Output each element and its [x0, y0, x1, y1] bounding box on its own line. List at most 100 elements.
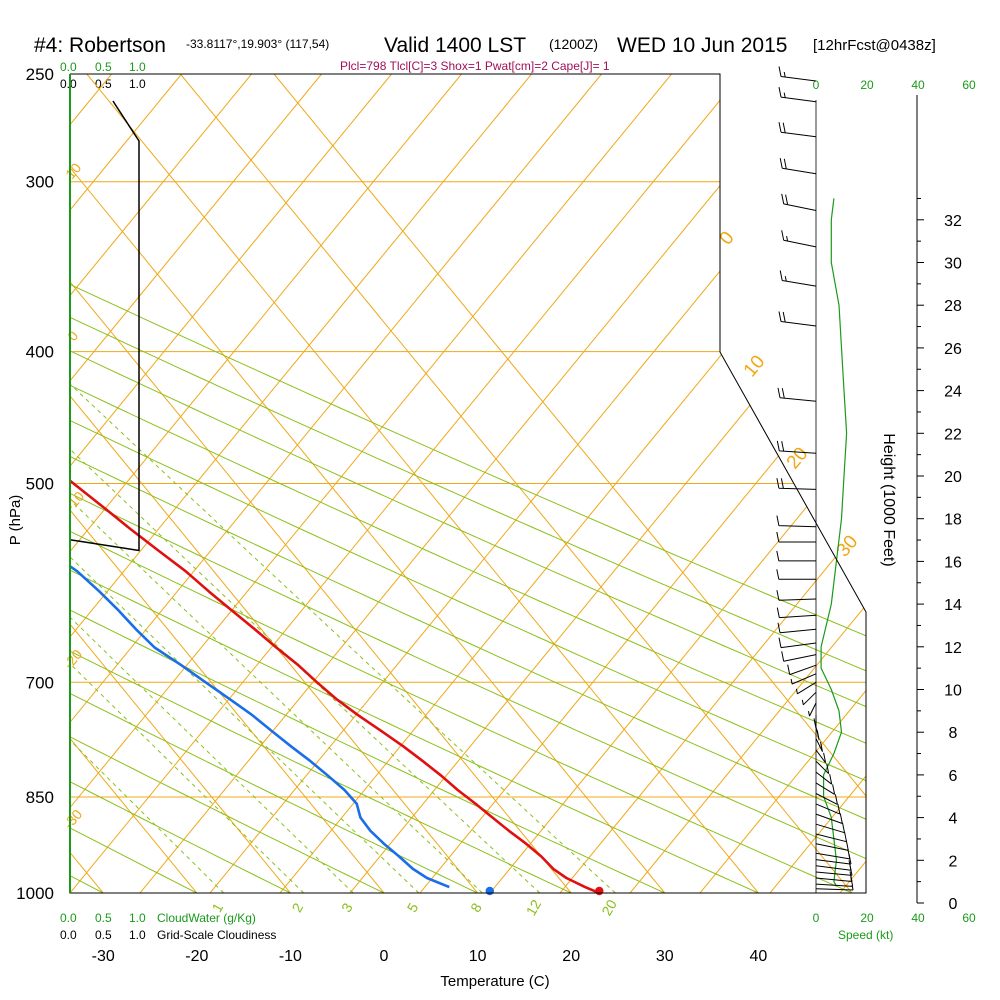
cloudwater-scale-bottom-2: 1.0: [129, 911, 146, 925]
mixing-ratio-line: [70, 351, 483, 893]
guide-line: [839, 74, 866, 893]
dry-adiabat: [70, 74, 291, 893]
isotherm-label-0: 0: [64, 328, 81, 344]
dry-adiabat: [70, 74, 866, 893]
wind-barb: [781, 193, 817, 211]
temperature-label-40: 40: [750, 948, 768, 965]
wind-barb: [801, 691, 817, 706]
wind-barb: [781, 230, 817, 248]
cloudiness-scale-bottom-0: 0.0: [60, 928, 77, 942]
sounding-indices: Plcl=798 Tlcl[C]=3 Shox=1 Pwat[cm]=2 Cap…: [340, 59, 610, 73]
height-label-4: 4: [949, 811, 958, 828]
guide-line: [70, 74, 672, 893]
wind-barb: [778, 87, 817, 103]
guide-line: [419, 74, 866, 893]
dry-adiabat: [70, 74, 866, 893]
cloudiness-scale-top-0: 0.0: [60, 77, 77, 91]
speed-tick-bottom-0: 0: [813, 911, 820, 925]
guide-line: [70, 74, 322, 893]
dry-adiabat: [70, 74, 866, 893]
temperature-label--30: -30: [92, 948, 115, 965]
isotherm-line: [70, 74, 666, 893]
temperature-label--10: -10: [279, 948, 302, 965]
wind-barb: [815, 771, 833, 785]
valid-time: Valid 1400 LST: [384, 34, 526, 57]
height-label-26: 26: [944, 341, 962, 358]
x-axis-title: Temperature (C): [440, 973, 549, 990]
mixing-ratio-label-20: 20: [598, 897, 620, 919]
wind-barb: [778, 66, 817, 82]
wind-barb: [778, 637, 817, 649]
wind-barb: [815, 803, 841, 815]
chart-title: #4: Robertson: [34, 34, 166, 57]
isotherm-line: [273, 74, 866, 893]
guide-line: [349, 74, 866, 893]
cloudwater-scale-bottom-0: 0.0: [60, 911, 77, 925]
guide-line: [699, 74, 866, 893]
wind-barb: [815, 831, 847, 843]
isotherm-line: [70, 74, 291, 893]
temperature-profile: [70, 96, 600, 893]
isotherm-label-20: 20: [783, 444, 813, 474]
wind-barb: [776, 607, 817, 619]
dry-adiabat: [70, 74, 759, 893]
wind-barb: [815, 813, 843, 824]
valid-date: WED 10 Jun 2015: [617, 34, 787, 57]
guide-line: [70, 74, 532, 893]
utc-time: (1200Z): [549, 36, 598, 52]
dry-adiabat: [70, 74, 866, 893]
wind-barb: [795, 681, 817, 695]
wind-barb: [815, 749, 827, 764]
speed-axis-label: Speed (kt): [838, 928, 893, 942]
mixing-ratio-line: [70, 351, 616, 893]
mixing-ratio-line: [70, 351, 541, 893]
dry-adiabat: [70, 74, 866, 893]
wind-barb: [776, 569, 816, 580]
pressure-label-500: 500: [26, 475, 54, 494]
height-label-14: 14: [944, 597, 962, 614]
isotherm-line: [180, 74, 853, 893]
isotherm-line: [0, 74, 10, 893]
dewpoint-profile: [70, 96, 450, 889]
wind-barb: [787, 664, 817, 676]
mixing-ratio-line: [70, 351, 420, 893]
wind-barb: [777, 622, 817, 634]
mixing-ratio-line: [70, 351, 354, 893]
guide-line: [70, 74, 392, 893]
wind-barb: [781, 651, 817, 662]
wind-barb: [778, 311, 817, 327]
mixing-ratio-label-2: 2: [288, 900, 306, 915]
forecast-label: [12hrFcst@0438z]: [813, 37, 936, 54]
mixing-ratio-label-8: 8: [467, 900, 485, 915]
speed-tick-bottom-3: 60: [962, 911, 976, 925]
dry-adiabat: [70, 74, 866, 893]
wind-barb: [776, 590, 817, 601]
dry-adiabat: [70, 74, 572, 893]
speed-tick-top-2: 40: [911, 78, 925, 92]
cloudwater-scale-top-2: 1.0: [129, 60, 146, 74]
wind-barb: [779, 270, 817, 287]
wind-barb: [776, 515, 817, 528]
wind-barb: [815, 822, 845, 834]
pressure-label-300: 300: [26, 173, 54, 192]
guide-line: [139, 74, 812, 893]
cloudwater-scale-bottom-1: 0.5: [95, 911, 112, 925]
mixing-ratio-line: [70, 351, 225, 893]
pressure-label-400: 400: [26, 343, 54, 362]
isotherm-label-0: 0: [716, 228, 739, 250]
cloudwater-scale-top-0: 0.0: [60, 60, 77, 74]
temperature-label-30: 30: [656, 948, 674, 965]
wind-barb: [776, 478, 817, 490]
wind-barb: [815, 793, 838, 805]
guide-line: [629, 74, 866, 893]
pressure-label-250: 250: [26, 65, 54, 84]
isotherm-label--30: -30: [60, 806, 85, 832]
height-label-2: 2: [949, 853, 958, 870]
height-label-18: 18: [944, 512, 962, 529]
guide-line: [559, 74, 866, 893]
wind-barb: [776, 440, 817, 454]
isotherm-line: [70, 74, 478, 893]
station-coords: -33.8117°,19.903° (117,54): [186, 37, 329, 51]
